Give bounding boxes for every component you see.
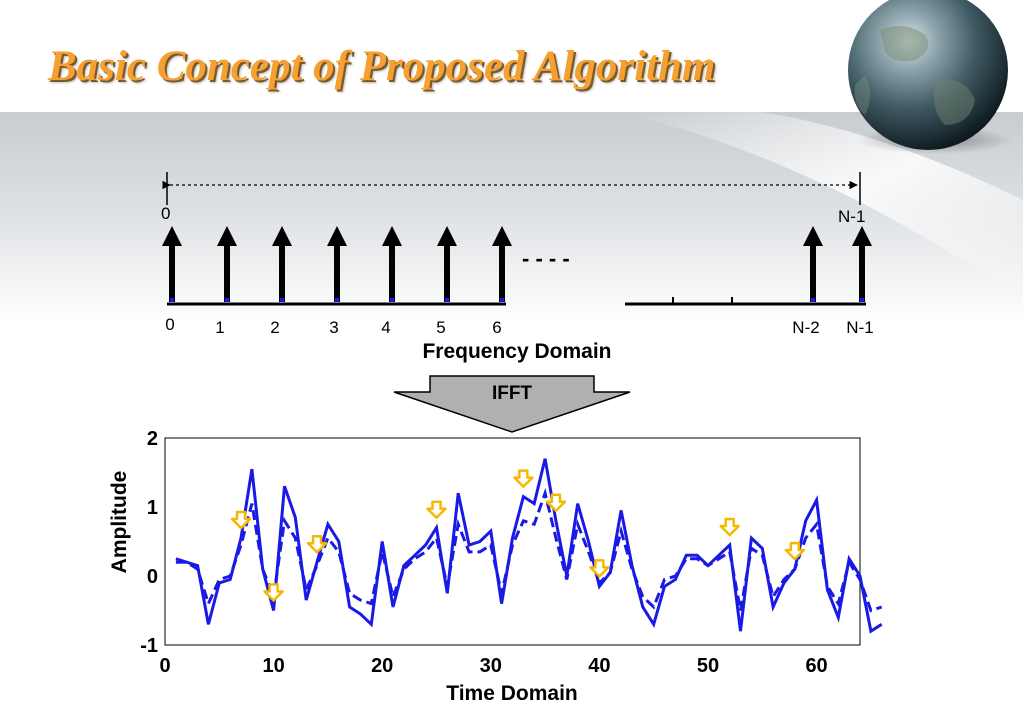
x-tick-label: 10	[262, 655, 284, 677]
subcarrier-arrow	[327, 226, 347, 302]
freq-ellipsis: - - - -	[522, 246, 570, 271]
subcarrier-label: 3	[329, 318, 338, 337]
frequency-domain-caption: Frequency Domain	[422, 340, 611, 363]
globe-icon	[848, 0, 1013, 154]
peak-marker-arrow	[545, 493, 567, 513]
ifft-label: IFFT	[492, 383, 532, 404]
subcarrier-label: 2	[270, 318, 279, 337]
subcarrier-arrow	[272, 226, 292, 302]
x-tick-label: 0	[159, 655, 170, 677]
subcarrier-label: N-1	[846, 318, 873, 337]
subcarrier-label: 4	[381, 318, 390, 337]
y-tick-label: 0	[147, 566, 158, 588]
subcarrier-label: N-2	[792, 318, 819, 337]
subcarrier-arrow	[382, 226, 402, 302]
subcarrier-labels: 0 1 2 3 4 5 6 N-2 N-1	[165, 315, 873, 337]
x-tick-label: 60	[805, 655, 827, 677]
subcarrier-label: 0	[165, 315, 174, 334]
peak-marker-arrow	[513, 469, 534, 488]
peak-marker-arrow	[263, 583, 284, 602]
x-tick-label: 50	[697, 655, 719, 677]
slide-title: Basic Concept of Proposed Algorithm	[48, 43, 716, 90]
y-tick-label: 1	[147, 497, 158, 519]
x-tick-label: 20	[371, 655, 393, 677]
span-end-label: N-1	[838, 207, 865, 226]
subcarrier-label: 5	[436, 318, 445, 337]
peak-marker-arrow	[589, 559, 610, 578]
x-tick-label: 40	[588, 655, 610, 677]
subcarrier-arrow	[437, 226, 457, 302]
subcarrier-arrows	[162, 226, 872, 302]
peak-marker-arrow	[719, 517, 740, 537]
y-tick-label: 2	[147, 428, 158, 450]
y-tick-label: -1	[140, 635, 158, 657]
x-axis-label: Time Domain	[446, 682, 577, 705]
peak-marker-arrow	[784, 541, 806, 561]
peak-marker-arrow	[306, 534, 328, 554]
x-tick-label: 30	[480, 655, 502, 677]
subcarrier-arrow	[162, 226, 182, 302]
subcarrier-arrow	[217, 226, 237, 302]
y-axis-label: Amplitude	[108, 471, 131, 574]
subcarrier-arrow	[492, 226, 512, 302]
subcarrier-arrow	[803, 226, 823, 302]
subcarrier-label: 1	[215, 318, 224, 337]
ifft-arrow: IFFT	[393, 375, 631, 433]
span-start-label: 0	[161, 204, 170, 223]
subcarrier-label: 6	[492, 318, 501, 337]
subcarrier-arrow	[852, 226, 872, 302]
peak-marker-arrow	[426, 500, 447, 519]
dashed-signal-line	[175, 487, 883, 613]
frequency-domain: 0 N-1 0 1 2 3 4 5 6 N-2 N-1 - - - - Frequency Do…	[161, 172, 874, 363]
peak-marker-arrow	[230, 510, 252, 530]
